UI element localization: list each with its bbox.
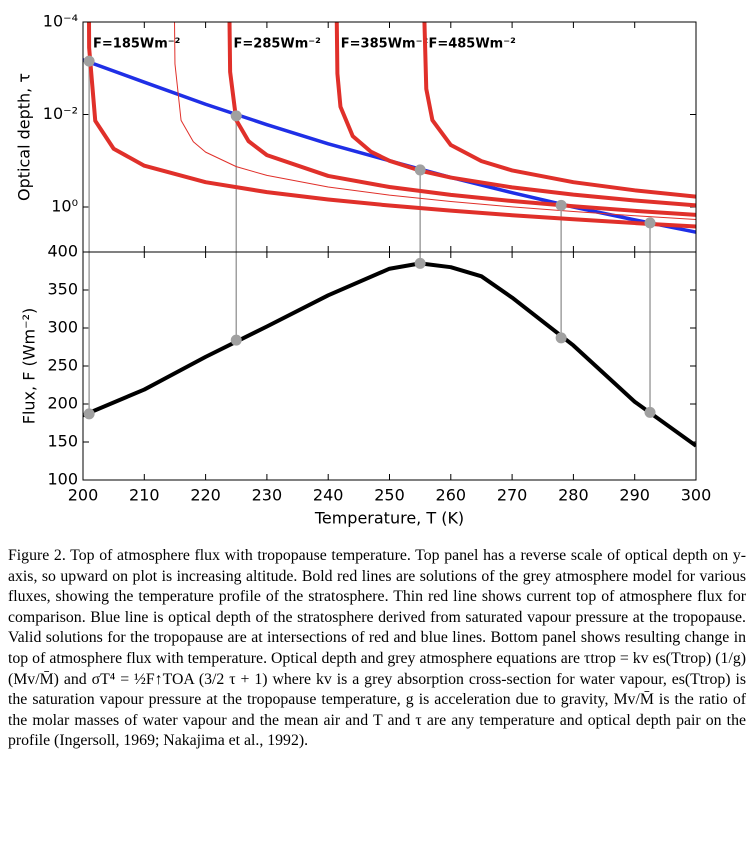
marker — [644, 217, 656, 229]
y-axis-label: Flux, F (Wm⁻²) — [20, 308, 39, 424]
x-tick-label: 280 — [558, 486, 589, 505]
marker — [83, 408, 95, 420]
series-line — [174, 22, 696, 220]
x-tick-label: 250 — [374, 486, 405, 505]
x-tick-label: 260 — [436, 486, 467, 505]
x-tick-label: 220 — [190, 486, 221, 505]
y-tick-label: 300 — [47, 318, 78, 337]
x-tick-label: 230 — [252, 486, 283, 505]
y-tick-label: 250 — [47, 356, 78, 375]
y-tick-label: 10⁻² — [43, 104, 78, 123]
marker — [555, 199, 567, 211]
series-label: F=385Wm⁻² — [341, 37, 428, 52]
marker — [414, 257, 426, 269]
marker — [555, 332, 567, 344]
series-line — [334, 22, 696, 208]
y-tick-label: 10⁻⁴ — [43, 12, 78, 31]
series-line — [422, 22, 696, 199]
marker — [414, 164, 426, 176]
x-tick-label: 300 — [681, 486, 712, 505]
y-tick-label: 150 — [47, 432, 78, 451]
series-label: F=185Wm⁻² — [93, 37, 180, 52]
series-label: F=285Wm⁻² — [234, 37, 321, 52]
y-tick-label: 400 — [47, 242, 78, 261]
x-tick-label: 200 — [68, 486, 99, 505]
y-tick-label: 10⁰ — [51, 196, 78, 215]
x-axis-label: Temperature, T (K) — [314, 509, 464, 528]
figure: 10⁻⁴ 10⁻² 10⁰ Optical depth, τ 100 150 200 250 3… — [15, 12, 712, 528]
series-line — [83, 261, 696, 448]
series-label: F=485Wm⁻² — [428, 37, 515, 52]
x-tick-label: 270 — [497, 486, 528, 505]
axes-frame — [82, 251, 697, 481]
y-tick-label: 200 — [47, 394, 78, 413]
x-tick-label: 210 — [129, 486, 160, 505]
marker — [230, 110, 242, 122]
y-tick-label: 100 — [47, 470, 78, 489]
marker — [230, 334, 242, 346]
caption: Figure 2. Top of atmosphere flux with tr… — [8, 547, 746, 750]
y-tick-label: 350 — [47, 280, 78, 299]
y-axis-label: Optical depth, τ — [15, 73, 34, 201]
x-tick-label: 240 — [313, 486, 344, 505]
marker — [83, 55, 95, 67]
marker — [644, 406, 656, 418]
series-line — [87, 22, 696, 229]
x-tick-label: 290 — [619, 486, 650, 505]
